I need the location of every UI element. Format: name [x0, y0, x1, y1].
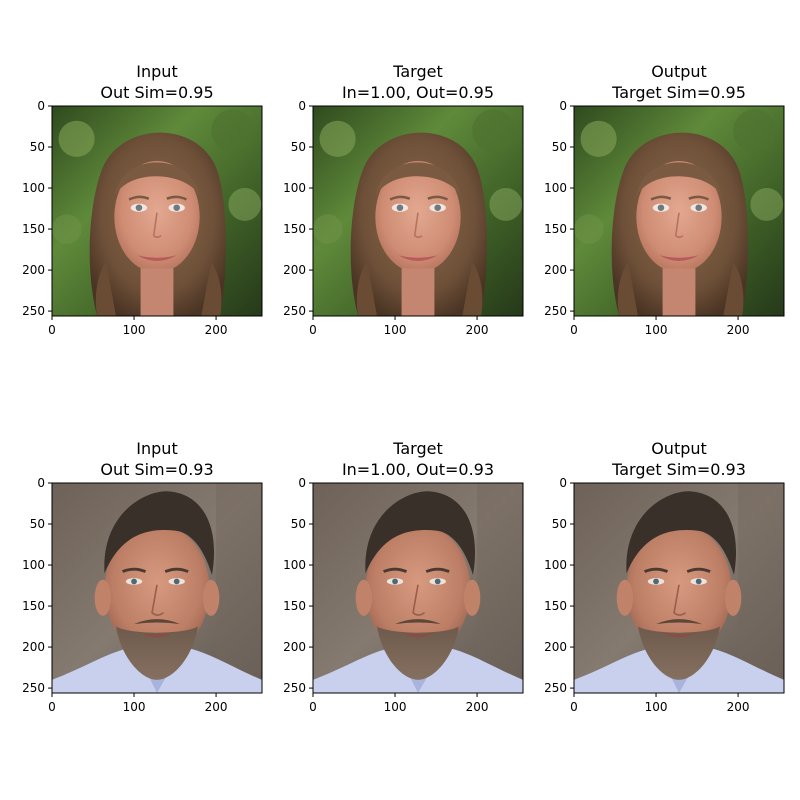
x-tick-label: 0 — [570, 700, 578, 714]
x-tick-label: 0 — [48, 700, 56, 714]
x-tick-label: 0 — [570, 323, 578, 337]
y-tick-label: 50 — [291, 140, 306, 154]
x-tick-label: 0 — [309, 323, 317, 337]
y-tick-label: 0 — [298, 476, 306, 490]
y-tick-label: 200 — [22, 263, 45, 277]
y-tick-label: 50 — [30, 517, 45, 531]
x-tick-label: 100 — [645, 700, 668, 714]
x-tick-label: 200 — [466, 323, 489, 337]
x-tick-label: 200 — [205, 700, 228, 714]
subplot-title: Output — [651, 439, 707, 458]
subplot-subtitle: Out Sim=0.93 — [100, 460, 213, 479]
y-tick-label: 50 — [30, 140, 45, 154]
y-tick-label: 150 — [22, 599, 45, 613]
x-tick-label: 100 — [123, 700, 146, 714]
axes-frame — [51, 105, 263, 317]
x-tick-label: 100 — [645, 323, 668, 337]
subplot-title: Input — [136, 62, 177, 81]
y-tick-label: 50 — [552, 517, 567, 531]
y-tick-label: 100 — [283, 558, 306, 572]
portrait-image — [50, 481, 264, 695]
y-tick-label: 250 — [22, 681, 45, 695]
y-tick-label: 100 — [22, 558, 45, 572]
y-tick-label: 100 — [22, 181, 45, 195]
x-tick-label: 200 — [727, 323, 750, 337]
subplot-2: Target In=1.00, Out=0.95 0 100 200 0 50 100 150 2… — [283, 62, 525, 337]
y-tick-label: 0 — [37, 99, 45, 113]
y-tick-label: 250 — [283, 681, 306, 695]
x-tick-label: 200 — [727, 700, 750, 714]
x-tick-label: 200 — [205, 323, 228, 337]
subplot-4: Input Out Sim=0.93 0 100 200 0 50 100 150 200 250 — [22, 439, 264, 714]
subplot-5: Target In=1.00, Out=0.93 0 100 200 0 50 100 150 2… — [283, 439, 525, 714]
subplot-3: Output Target Sim=0.95 0 100 200 0 50 100 150 200… — [544, 62, 786, 337]
subplot-subtitle: Out Sim=0.95 — [100, 83, 213, 102]
x-tick-label: 0 — [48, 323, 56, 337]
axes-frame — [312, 105, 524, 317]
portrait-image — [572, 481, 786, 695]
y-tick-label: 0 — [37, 476, 45, 490]
y-tick-label: 250 — [22, 304, 45, 318]
y-tick-label: 100 — [544, 181, 567, 195]
y-tick-label: 0 — [298, 99, 306, 113]
subplot-title: Input — [136, 439, 177, 458]
y-tick-label: 200 — [22, 640, 45, 654]
y-tick-label: 150 — [544, 222, 567, 236]
y-tick-label: 150 — [544, 599, 567, 613]
y-tick-label: 100 — [283, 181, 306, 195]
subplot-1: Input Out Sim=0.95 0 100 200 0 50 100 150 200 250 — [22, 62, 264, 337]
subplot-6: Output Target Sim=0.93 0 100 200 0 50 100 150 200… — [544, 439, 786, 714]
portrait-image — [50, 104, 264, 318]
y-tick-label: 150 — [283, 222, 306, 236]
y-tick-label: 100 — [544, 558, 567, 572]
subplot-subtitle: In=1.00, Out=0.95 — [342, 83, 494, 102]
subplot-title: Target — [392, 62, 443, 81]
x-tick-label: 100 — [384, 700, 407, 714]
portrait-image — [311, 481, 525, 695]
y-tick-label: 200 — [283, 640, 306, 654]
y-tick-label: 50 — [552, 140, 567, 154]
axes-frame — [573, 105, 785, 317]
subplot-subtitle: Target Sim=0.93 — [611, 460, 746, 479]
y-tick-label: 250 — [544, 681, 567, 695]
y-tick-label: 0 — [559, 476, 567, 490]
x-tick-label: 100 — [123, 323, 146, 337]
y-tick-label: 250 — [544, 304, 567, 318]
subplot-title: Target — [392, 439, 443, 458]
y-tick-label: 200 — [283, 263, 306, 277]
y-tick-label: 200 — [544, 263, 567, 277]
axes-frame — [51, 482, 263, 694]
y-tick-label: 150 — [22, 222, 45, 236]
y-tick-label: 0 — [559, 99, 567, 113]
x-tick-label: 100 — [384, 323, 407, 337]
subplot-subtitle: In=1.00, Out=0.93 — [342, 460, 494, 479]
x-tick-label: 0 — [309, 700, 317, 714]
y-tick-label: 200 — [544, 640, 567, 654]
portrait-image — [572, 104, 786, 318]
y-tick-label: 250 — [283, 304, 306, 318]
subplot-title: Output — [651, 62, 707, 81]
subplot-subtitle: Target Sim=0.95 — [611, 83, 746, 102]
portrait-image — [311, 104, 525, 318]
y-tick-label: 150 — [283, 599, 306, 613]
axes-frame — [312, 482, 524, 694]
axes-frame — [573, 482, 785, 694]
x-tick-label: 200 — [466, 700, 489, 714]
y-tick-label: 50 — [291, 517, 306, 531]
